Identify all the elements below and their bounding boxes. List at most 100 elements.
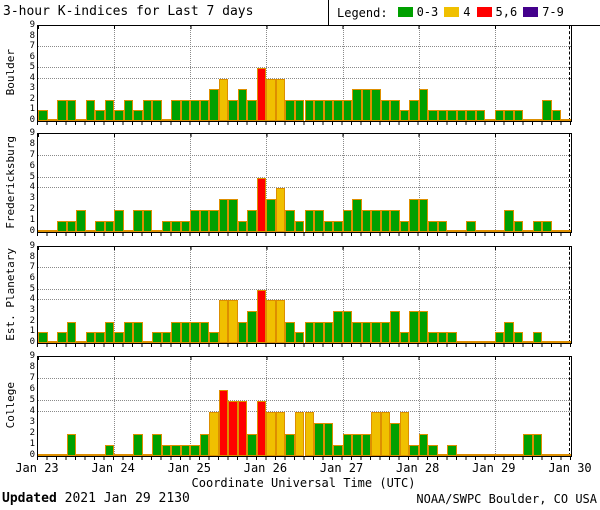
k-bar-college-23 xyxy=(256,401,267,456)
legend-item-label: 7-9 xyxy=(542,5,564,19)
k-bar-boulder-29 xyxy=(314,99,324,121)
k-bar-college-14 xyxy=(171,445,181,456)
k-bar-fredericksburg-17 xyxy=(199,210,210,232)
k-bar-fredericksburg-5 xyxy=(85,230,96,232)
k-bar-fredericksburg-45 xyxy=(466,221,476,232)
y-tick-label: 5 xyxy=(29,283,35,294)
k-bar-est-planetary-34 xyxy=(361,321,372,343)
k-bar-fredericksburg-40 xyxy=(418,199,429,232)
k-bar-college-36 xyxy=(380,412,391,456)
k-bar-boulder-51 xyxy=(523,119,533,121)
v-gridline-day3 xyxy=(266,247,268,343)
k-bar-fredericksburg-36 xyxy=(380,210,391,232)
k-bar-fredericksburg-55 xyxy=(561,230,571,232)
k-bar-boulder-3 xyxy=(66,99,77,121)
y-tick-label: 2 xyxy=(29,428,35,438)
k-bar-college-44 xyxy=(456,454,467,456)
k-bar-boulder-55 xyxy=(561,119,571,121)
k-bar-est-planetary-29 xyxy=(314,321,324,343)
k-bar-fredericksburg-49 xyxy=(504,210,514,232)
updated-text: Updated 2021 Jan 29 2130 xyxy=(2,491,190,506)
v-gridline-day3 xyxy=(266,357,268,456)
x-axis-title: Coordinate Universal Time (UTC) xyxy=(191,476,416,490)
k-bar-est-planetary-2 xyxy=(57,332,67,343)
k-bar-fredericksburg-16 xyxy=(190,210,200,232)
k-bar-est-planetary-20 xyxy=(228,300,238,343)
y-tick-label: 8 xyxy=(29,251,35,262)
k-bar-fredericksburg-3 xyxy=(66,221,77,232)
k-bar-boulder-13 xyxy=(161,119,172,121)
k-bar-boulder-14 xyxy=(171,99,181,121)
k-bar-boulder-50 xyxy=(513,110,524,121)
y-tick-label: 2 xyxy=(29,315,35,326)
y-tick-label: 3 xyxy=(29,193,35,204)
legend-swatch xyxy=(444,7,460,17)
y-tick-label: 6 xyxy=(29,384,35,394)
k-bar-est-planetary-24 xyxy=(266,300,276,343)
y-tick-label: 0 xyxy=(29,226,35,236)
k-bar-boulder-18 xyxy=(209,89,219,121)
y-tick-label: 4 xyxy=(29,72,35,83)
legend-item-label: 4 xyxy=(463,5,471,19)
y-tick-label: 0 xyxy=(29,115,35,125)
k-bar-college-34 xyxy=(361,434,372,456)
k-bar-boulder-36 xyxy=(380,99,391,121)
k-bar-boulder-2 xyxy=(57,99,67,121)
legend: Legend: 0-3 4 5,6 7-9 xyxy=(328,0,600,26)
k-bar-fredericksburg-26 xyxy=(285,210,295,232)
h-gridline-k4 xyxy=(38,77,571,79)
y-tick-label: 4 xyxy=(29,294,35,305)
panel-fredericksburg xyxy=(37,133,572,233)
y-tick-label: 8 xyxy=(29,30,35,41)
k-bar-college-9 xyxy=(123,454,134,456)
day-tick-marks xyxy=(38,134,571,137)
y-tick-label: 8 xyxy=(29,138,35,149)
station-label-fredericksburg: Fredericksburg xyxy=(3,135,17,229)
k-bar-est-planetary-55 xyxy=(561,341,571,343)
v-gridline-day6 xyxy=(494,134,496,232)
k-bar-boulder-35 xyxy=(371,89,381,121)
k-bar-boulder-45 xyxy=(466,110,476,121)
v-gridline-day1 xyxy=(114,357,116,456)
k-bar-fredericksburg-32 xyxy=(342,210,353,232)
hour-tick-marks xyxy=(37,233,572,236)
k-bar-est-planetary-14 xyxy=(171,321,181,343)
k-bar-college-31 xyxy=(333,445,343,456)
k-bar-college-7 xyxy=(104,445,115,456)
k-bar-boulder-54 xyxy=(551,110,562,121)
v-gridline-day5 xyxy=(418,134,420,232)
y-tick-label: 3 xyxy=(29,83,35,94)
k-bar-fredericksburg-7 xyxy=(104,221,115,232)
k-bar-college-24 xyxy=(266,412,276,456)
k-bar-fredericksburg-9 xyxy=(123,230,134,232)
y-tick-label: 6 xyxy=(29,273,35,283)
k-bar-college-42 xyxy=(437,454,448,456)
k-bar-college-32 xyxy=(342,434,353,456)
k-bar-boulder-20 xyxy=(228,99,238,121)
k-bar-est-planetary-27 xyxy=(294,332,305,343)
day-tick-marks xyxy=(38,247,571,250)
k-bar-fredericksburg-25 xyxy=(275,188,286,232)
k-bar-college-26 xyxy=(285,434,295,456)
k-bar-boulder-32 xyxy=(342,99,353,121)
k-bar-college-8 xyxy=(114,454,124,456)
k-bar-fredericksburg-39 xyxy=(409,199,419,232)
k-bar-boulder-42 xyxy=(437,110,448,121)
k-bar-fredericksburg-1 xyxy=(47,230,58,232)
k-bar-boulder-44 xyxy=(456,110,467,121)
k-bar-college-10 xyxy=(133,434,143,456)
k-bar-college-5 xyxy=(85,454,96,456)
k-bar-boulder-23 xyxy=(256,68,267,121)
v-gridline-day3 xyxy=(266,134,268,232)
k-bar-est-planetary-35 xyxy=(371,321,381,343)
k-bar-est-planetary-44 xyxy=(456,341,467,343)
updated-value: 2021 Jan 29 2130 xyxy=(56,491,190,506)
h-gridline-k4 xyxy=(38,299,571,301)
k-bar-college-2 xyxy=(57,454,67,456)
k-bar-fredericksburg-22 xyxy=(247,210,257,232)
y-tick-label: 1 xyxy=(29,215,35,226)
y-tick-label: 4 xyxy=(29,406,35,416)
legend-item-1: 4 xyxy=(444,5,471,19)
station-label-boulder: Boulder xyxy=(3,49,17,96)
hour-tick-marks xyxy=(37,122,572,125)
